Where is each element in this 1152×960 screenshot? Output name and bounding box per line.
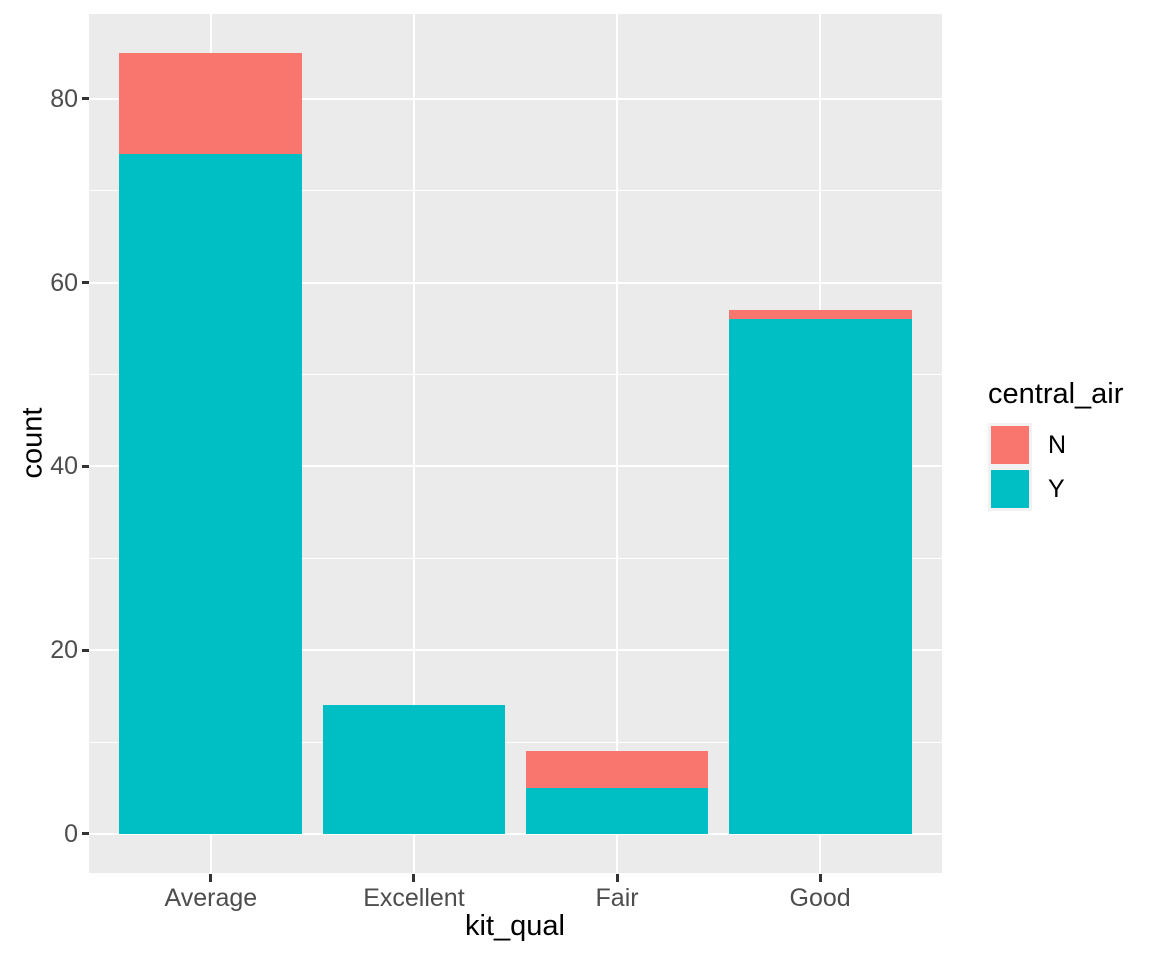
bar-segment-average-N <box>119 53 303 155</box>
gridline-major-y40 <box>89 465 942 468</box>
y-tick-label-20: 20 <box>50 636 78 665</box>
y-tick-mark-0 <box>82 832 89 836</box>
x-axis-title: kit_qual <box>465 910 565 942</box>
legend-label-n: N <box>1048 430 1067 459</box>
y-tick-label-80: 80 <box>50 84 78 113</box>
x-tick-label-good: Good <box>789 884 851 912</box>
gridline-major-x-excellent <box>412 14 415 873</box>
gridline-major-y60 <box>89 281 942 284</box>
bar-segment-average-Y <box>119 154 303 834</box>
legend-title: central_air <box>988 378 1124 410</box>
x-tick-mark-average <box>209 874 213 882</box>
x-tick-label-fair: Fair <box>595 884 639 912</box>
y-tick-mark-40 <box>82 464 89 468</box>
y-tick-label-0: 0 <box>64 819 78 848</box>
gridline-minor-y50 <box>89 374 942 376</box>
x-tick-mark-good <box>818 874 822 882</box>
gridline-minor-y30 <box>89 557 942 559</box>
x-tick-mark-excellent <box>412 874 416 882</box>
gridline-minor-y70 <box>89 190 942 192</box>
y-tick-mark-20 <box>82 648 89 652</box>
legend-key-n <box>988 423 1032 467</box>
bar-segment-good-Y <box>728 319 912 834</box>
bar-segment-excellent-Y <box>322 705 506 834</box>
legend-entry-n: N <box>988 423 1123 467</box>
bar-segment-fair-N <box>525 751 709 788</box>
x-tick-label-average: Average <box>164 884 258 912</box>
legend-entry-y: Y <box>988 467 1123 511</box>
y-tick-label-40: 40 <box>50 452 78 481</box>
y-tick-label-60: 60 <box>50 268 78 297</box>
x-tick-mark-fair <box>615 874 619 882</box>
bar-segment-fair-Y <box>525 788 709 834</box>
gridline-major-y0 <box>89 832 942 835</box>
bar-segment-good-N <box>728 310 912 320</box>
gridline-major-y20 <box>89 649 942 652</box>
plot-panel <box>89 14 942 873</box>
legend-swatch-y-fill <box>991 470 1029 508</box>
y-tick-mark-60 <box>82 281 89 285</box>
legend-key-y <box>988 467 1032 511</box>
x-tick-label-excellent: Excellent <box>363 884 465 912</box>
y-tick-mark-80 <box>82 97 89 101</box>
gridline-major-y80 <box>89 97 942 100</box>
gridline-minor-y10 <box>89 741 942 743</box>
legend-swatch-n-fill <box>991 426 1029 464</box>
legend-label-y: Y <box>1048 474 1065 503</box>
gridline-major-x-fair <box>616 14 619 873</box>
